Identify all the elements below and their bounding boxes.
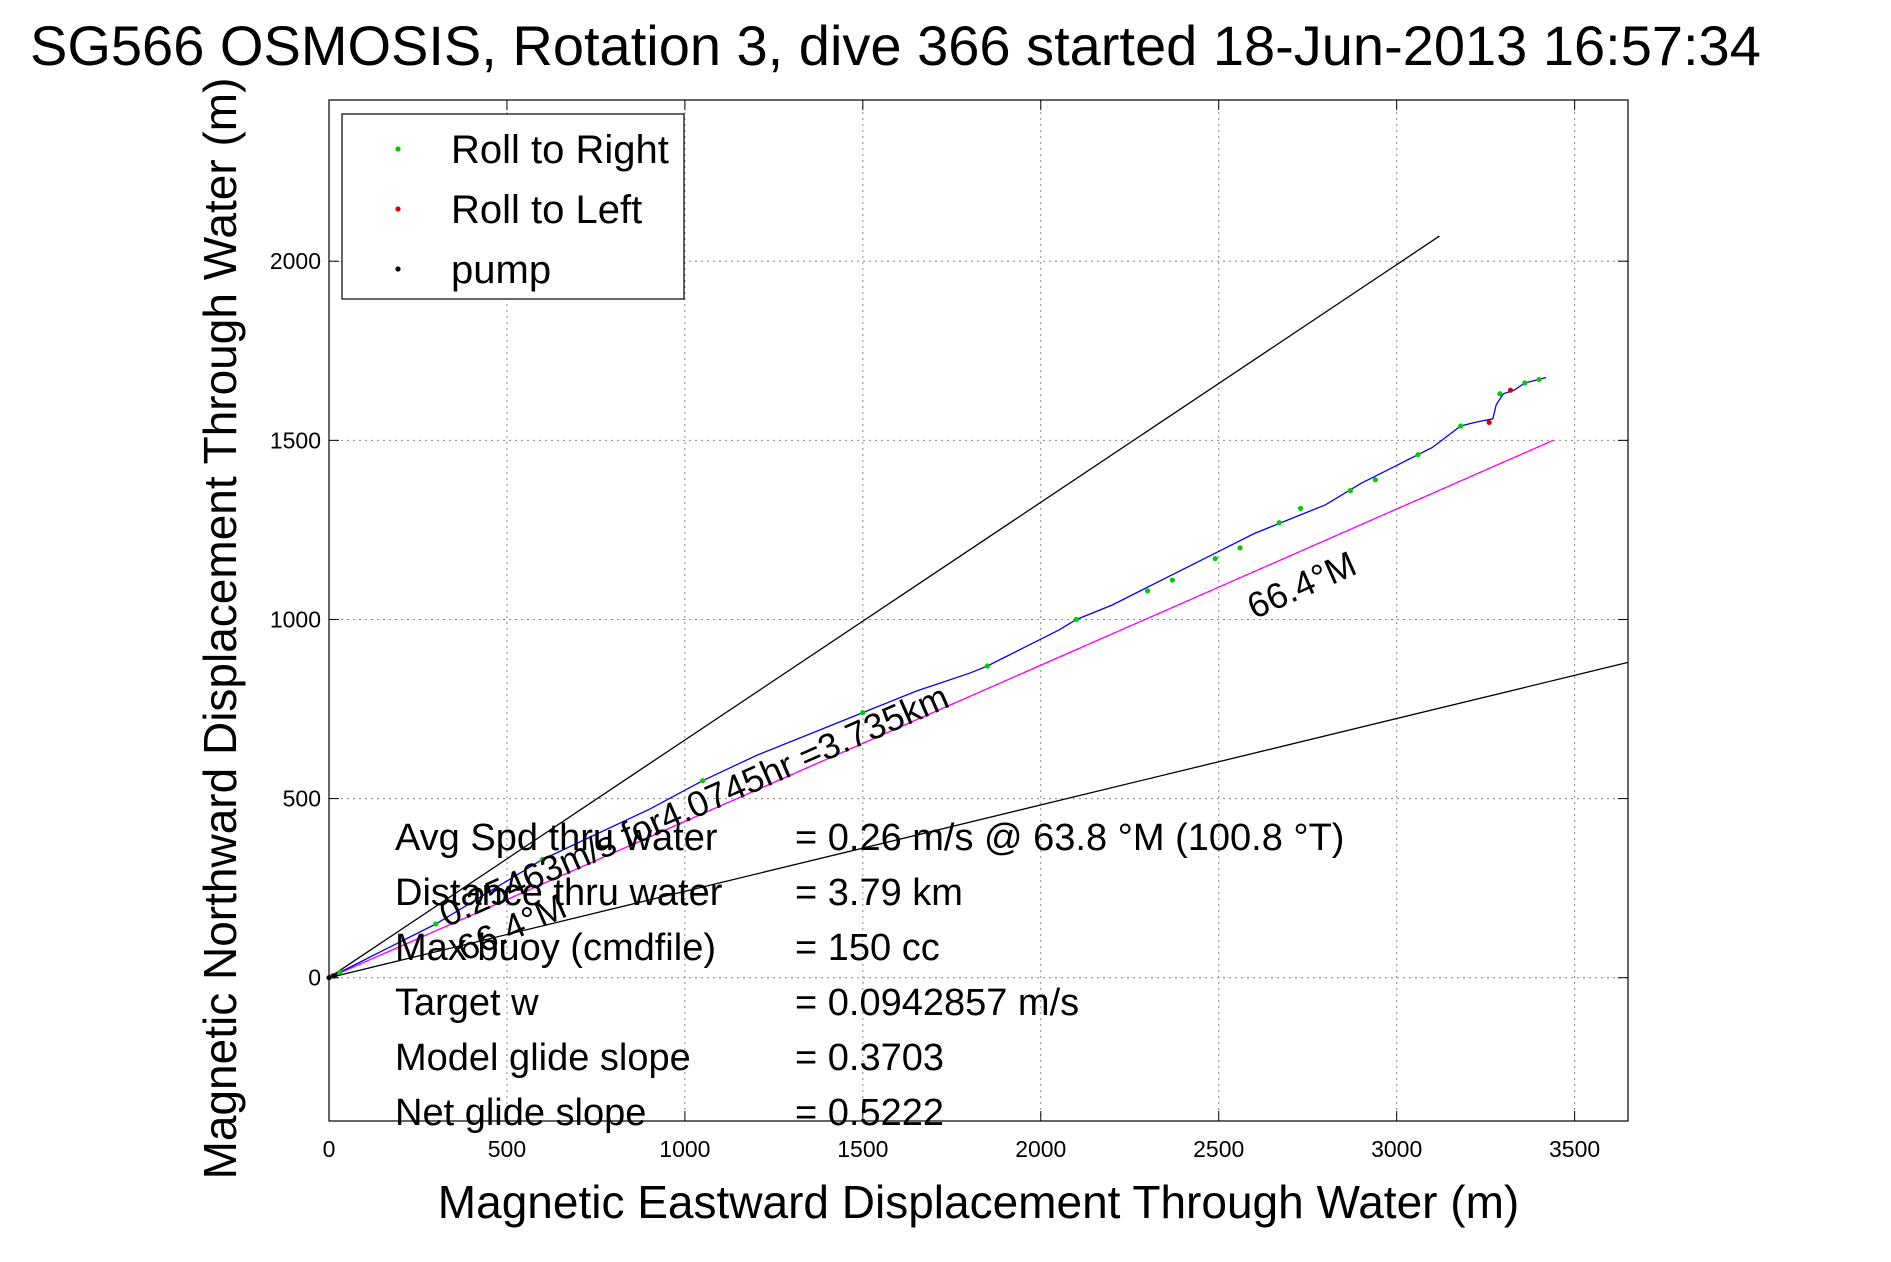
roll-left-point xyxy=(1486,419,1492,426)
roll-right-point xyxy=(1458,423,1464,429)
y-tick-label: 500 xyxy=(283,786,321,812)
chart-title: SG566 OSMOSIS, Rotation 3, dive 366 star… xyxy=(30,14,1761,77)
x-tick-label: 2500 xyxy=(1193,1136,1244,1162)
stat-label: Avg Spd thru water xyxy=(395,817,718,859)
y-axis-ticks: 0 500 1000 1500 2000 xyxy=(270,248,1628,991)
x-tick-label: 1000 xyxy=(659,1136,710,1162)
legend-label: pump xyxy=(451,248,551,292)
stat-label: Distance thru water xyxy=(395,872,723,914)
roll-right-point xyxy=(433,921,439,927)
y-tick-label: 0 xyxy=(308,965,321,991)
roll-right-point xyxy=(1522,380,1528,386)
stats-block: Avg Spd thru water = 0.26 m/s @ 63.8 °M (… xyxy=(395,817,1344,1134)
stat-label: Max buoy (cmdfile) xyxy=(395,927,716,969)
roll-right-point xyxy=(1276,520,1282,526)
roll-right-point xyxy=(860,710,866,716)
x-tick-label: 1500 xyxy=(837,1136,888,1162)
roll-right-point xyxy=(1347,487,1354,494)
roll-right-point xyxy=(1212,555,1218,562)
legend-marker xyxy=(395,146,401,152)
stat-value: = 0.5222 xyxy=(795,1092,944,1134)
mean-heading-dashed-line xyxy=(328,439,1554,979)
roll-right-point xyxy=(1169,577,1176,583)
x-tick-label: 2000 xyxy=(1015,1136,1066,1162)
legend-marker xyxy=(395,266,401,272)
track-line xyxy=(328,376,1547,979)
legend-marker xyxy=(395,206,401,212)
pump-point xyxy=(331,973,337,979)
roll-right-point xyxy=(1237,545,1243,551)
x-tick-label: 500 xyxy=(488,1136,526,1162)
stat-value: = 0.0942857 m/s xyxy=(795,982,1079,1024)
stat-value: = 0.26 m/s @ 63.8 °M (100.8 °T) xyxy=(795,817,1344,859)
x-tick-label: 3500 xyxy=(1549,1136,1600,1162)
roll-left-point xyxy=(1507,387,1514,393)
legend-label: Roll to Left xyxy=(451,188,642,232)
roll-right-point xyxy=(700,778,706,784)
y-tick-label: 1500 xyxy=(270,427,321,453)
roll-right-point xyxy=(1372,477,1378,483)
roll-right-point xyxy=(1415,452,1421,458)
stat-label: Target w xyxy=(395,982,539,1024)
roll-right-point xyxy=(1497,391,1503,397)
legend-label: Roll to Right xyxy=(451,128,669,172)
pump-point xyxy=(326,975,332,981)
x-tick-label: 3000 xyxy=(1371,1136,1422,1162)
y-tick-label: 1000 xyxy=(270,606,321,632)
y-tick-label: 2000 xyxy=(270,248,321,274)
x-axis-label: Magnetic Eastward Displacement Through W… xyxy=(438,1176,1519,1228)
roll-right-point xyxy=(1073,616,1079,623)
x-tick-label: 0 xyxy=(323,1136,336,1162)
data-lines xyxy=(328,235,1629,979)
stat-value: = 3.79 km xyxy=(795,872,963,914)
roll-right-point xyxy=(1297,505,1304,511)
roll-right-point xyxy=(1536,376,1542,383)
x-axis-ticks: 0 500 1000 1500 2000 2500 3000 3500 xyxy=(323,100,1600,1162)
roll-right-point xyxy=(984,663,990,669)
bounding-ray-line xyxy=(328,661,1629,979)
y-axis-label: Magnetic Northward Displacement Through … xyxy=(194,78,246,1180)
data-points xyxy=(326,376,1542,981)
stat-label: Model glide slope xyxy=(395,1037,691,1079)
plot-frame xyxy=(328,99,1629,1122)
stat-label: Net glide slope xyxy=(395,1092,646,1134)
legend: Roll to Right Roll to Left pump xyxy=(341,113,685,300)
roll-right-point xyxy=(337,969,343,975)
bounding-ray-line xyxy=(328,235,1440,979)
stat-value: = 0.3703 xyxy=(795,1037,944,1079)
roll-right-point xyxy=(539,856,546,863)
roll-right-point xyxy=(1144,588,1151,594)
stat-value: = 150 cc xyxy=(795,927,940,969)
